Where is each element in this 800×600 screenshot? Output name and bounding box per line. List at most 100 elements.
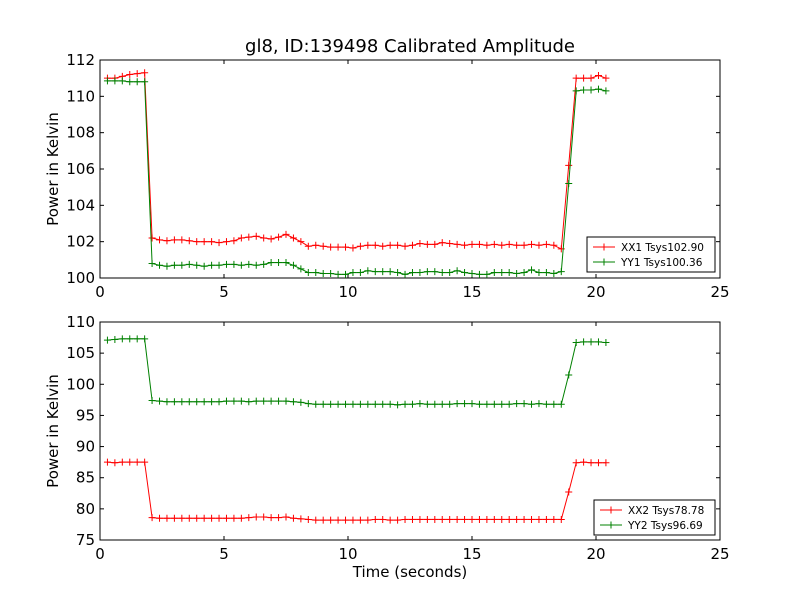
data-point-0-0-6 xyxy=(148,234,156,242)
data-point-0-1-57 xyxy=(528,266,536,274)
data-point-1-0-15 xyxy=(215,514,223,522)
data-point-1-0-10 xyxy=(178,514,186,522)
data-point-1-1-64 xyxy=(580,338,588,346)
data-point-1-0-36 xyxy=(371,515,379,523)
data-point-1-1-15 xyxy=(215,398,223,406)
data-point-0-1-10 xyxy=(178,261,186,269)
data-point-1-0-52 xyxy=(490,515,498,523)
data-point-0-1-4 xyxy=(133,78,141,86)
data-point-1-1-42 xyxy=(416,400,424,408)
data-point-0-0-58 xyxy=(535,241,543,249)
data-point-1-0-5 xyxy=(141,458,149,466)
data-point-0-0-16 xyxy=(222,238,230,246)
x-tick-label-0-0: 0 xyxy=(95,283,105,301)
bottom-plot: 0 5 10 15 20 25 75 80 85 90 95 100 105 110 Power in Ke… xyxy=(44,313,730,581)
data-point-1-1-12 xyxy=(193,398,201,406)
data-point-1-1-23 xyxy=(275,397,283,405)
data-point-0-0-54 xyxy=(505,240,513,248)
data-point-0-1-14 xyxy=(208,261,216,269)
data-point-1-0-49 xyxy=(468,515,476,523)
y-tick-label-1-5: 100 xyxy=(66,375,95,393)
data-point-1-1-63 xyxy=(572,339,580,347)
legend-label-0-1: YY1 Tsys100.36 xyxy=(620,257,703,269)
data-point-0-0-55 xyxy=(513,241,521,249)
legend-box-1 xyxy=(593,499,716,536)
data-point-0-0-22 xyxy=(267,235,275,243)
data-point-0-1-51 xyxy=(483,270,491,278)
data-point-0-1-58 xyxy=(535,269,543,277)
data-point-0-1-32 xyxy=(342,270,350,278)
x-tick-label-0-1: 5 xyxy=(219,283,229,301)
data-point-1-0-46 xyxy=(446,515,454,523)
y-tick-label-1-1: 80 xyxy=(76,500,95,518)
x-tick-label-1-4: 20 xyxy=(586,545,605,563)
data-point-0-1-46 xyxy=(446,269,454,277)
data-point-0-0-67 xyxy=(602,74,610,82)
data-point-0-1-62 xyxy=(565,180,573,188)
data-point-0-1-20 xyxy=(252,261,260,269)
data-point-0-1-45 xyxy=(438,269,446,277)
data-point-1-0-42 xyxy=(416,515,424,523)
data-point-0-0-4 xyxy=(133,70,141,78)
data-point-1-1-41 xyxy=(408,400,416,408)
data-point-0-0-10 xyxy=(178,236,186,244)
data-point-1-1-20 xyxy=(252,397,260,405)
data-point-1-1-47 xyxy=(453,400,461,408)
data-point-1-0-37 xyxy=(379,515,387,523)
data-point-0-1-7 xyxy=(156,261,164,269)
plot-frame-1 xyxy=(99,321,721,541)
data-point-0-0-40 xyxy=(401,242,409,250)
legend-label-0-0: XX1 Tsys102.90 xyxy=(621,242,704,254)
data-point-0-1-17 xyxy=(230,260,238,268)
data-point-1-0-18 xyxy=(237,514,245,522)
data-point-1-1-4 xyxy=(133,335,141,343)
data-point-0-0-63 xyxy=(572,74,580,82)
data-point-1-1-16 xyxy=(222,397,230,405)
data-point-0-1-43 xyxy=(423,268,431,276)
data-point-1-1-49 xyxy=(468,400,476,408)
data-point-1-1-17 xyxy=(230,397,238,405)
data-point-1-0-55 xyxy=(513,515,521,523)
data-point-1-1-36 xyxy=(371,400,379,408)
data-point-0-0-20 xyxy=(252,232,260,240)
data-point-1-1-0 xyxy=(103,336,111,344)
data-point-0-0-9 xyxy=(170,236,178,244)
data-point-1-0-38 xyxy=(386,516,394,524)
data-point-1-0-12 xyxy=(193,514,201,522)
data-point-1-1-66 xyxy=(594,338,602,346)
y-tick-label-0-4: 108 xyxy=(66,124,95,142)
data-point-1-0-14 xyxy=(208,514,216,522)
data-point-0-0-31 xyxy=(334,243,342,251)
data-point-1-1-61 xyxy=(557,400,565,408)
x-tick-label-0-3: 15 xyxy=(462,283,481,301)
data-point-1-1-2 xyxy=(118,335,126,343)
data-point-0-1-8 xyxy=(163,262,171,270)
y-tick-label-1-0: 75 xyxy=(76,531,95,549)
legend-marker-1-0 xyxy=(607,506,615,514)
data-point-0-1-5 xyxy=(141,78,149,86)
data-point-1-1-21 xyxy=(260,397,268,405)
data-point-0-0-56 xyxy=(520,241,528,249)
y-axis-label-1: Power in Kelvin xyxy=(44,374,62,488)
data-point-0-1-15 xyxy=(215,261,223,269)
data-point-0-0-5 xyxy=(141,69,149,77)
data-point-1-1-1 xyxy=(111,335,119,343)
data-point-0-0-44 xyxy=(431,240,439,248)
data-point-1-0-8 xyxy=(163,514,171,522)
data-point-0-0-53 xyxy=(498,241,506,249)
data-point-0-0-49 xyxy=(468,240,476,248)
y-axis-label-0: Power in Kelvin xyxy=(44,112,62,226)
x-axis-label-1: Time (seconds) xyxy=(352,563,468,581)
data-point-0-1-50 xyxy=(475,270,483,278)
data-point-1-0-50 xyxy=(475,515,483,523)
data-point-1-0-2 xyxy=(118,458,126,466)
data-point-1-0-28 xyxy=(312,516,320,524)
data-point-1-0-32 xyxy=(342,516,350,524)
data-point-1-1-5 xyxy=(141,335,149,343)
data-point-1-1-19 xyxy=(245,398,253,406)
data-point-1-1-56 xyxy=(520,400,528,408)
data-point-1-1-40 xyxy=(401,400,409,408)
data-point-1-1-14 xyxy=(208,398,216,406)
data-point-0-0-15 xyxy=(215,239,223,247)
